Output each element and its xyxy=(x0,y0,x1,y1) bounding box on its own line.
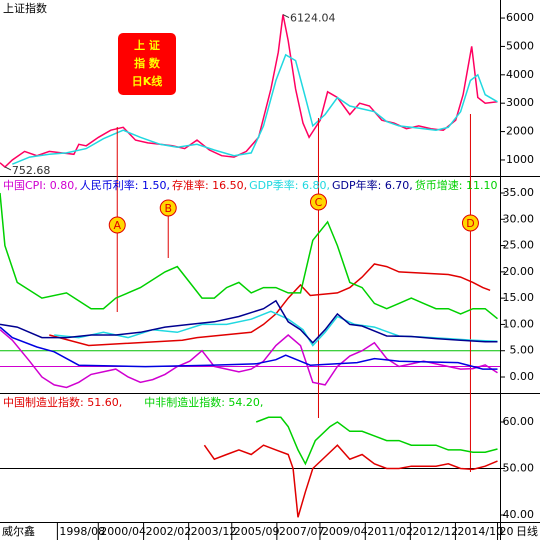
legend-entry: 人民币利率: 1.50, xyxy=(80,178,170,192)
x-tick-label: 2000/04 xyxy=(100,525,146,538)
chart-title: 上证指数 xyxy=(3,1,47,15)
y-tick-label: 6000 xyxy=(506,11,534,24)
legend-entry: GDP季率: 6.80, xyxy=(249,178,330,192)
x-tick-label: 2005/09 xyxy=(234,525,280,538)
x-tick-label: 2014/10 xyxy=(457,525,503,538)
y-tick-label: 10.00 xyxy=(503,317,535,330)
y-tick-label: 0.00 xyxy=(510,370,535,383)
y-tick-label: 5.00 xyxy=(510,344,535,357)
x-tick-label: 2012/12 xyxy=(412,525,458,538)
badge-text: 日K线 xyxy=(132,74,163,88)
series-line xyxy=(0,14,498,169)
y-tick-label: 2000 xyxy=(506,125,534,138)
y-tick-label: 1000 xyxy=(506,153,534,166)
legend: 中国制造业指数: 51.60, 中非制造业指数: 54.20, xyxy=(3,395,263,409)
series-line xyxy=(203,444,498,518)
legend-entry: 中国CPI: 0.80, xyxy=(3,179,78,192)
marker-label: C xyxy=(315,196,323,209)
y-tick-label: 30.00 xyxy=(503,212,535,225)
legend-entry: 中国制造业指数: 51.60, xyxy=(3,395,122,409)
legend-entry: GDP年率: 6.70, xyxy=(332,178,413,192)
x-tick-label: 20 xyxy=(500,525,514,538)
legend-entry: 中非制造业指数: 54.20, xyxy=(144,395,263,409)
y-tick-label: 5000 xyxy=(506,39,534,52)
marker-label: A xyxy=(113,219,121,232)
y-tick-label: 15.00 xyxy=(503,291,535,304)
marker-circle xyxy=(159,199,177,217)
annotation-leader xyxy=(282,14,290,18)
footer-right: 日线 xyxy=(516,524,538,538)
x-tick-label: 2003/12 xyxy=(191,525,237,538)
y-tick-label: 4000 xyxy=(506,68,534,81)
marker-label: D xyxy=(466,217,474,230)
marker-circle xyxy=(309,193,327,211)
x-tick-label: 2011/02 xyxy=(367,525,413,538)
x-tick-label: 2002/02 xyxy=(146,525,192,538)
x-tick-label: 2009/04 xyxy=(322,525,368,538)
y-tick-label: 35.00 xyxy=(503,186,535,199)
series-line xyxy=(255,416,498,466)
x-tick-label: 1998/08 xyxy=(59,525,105,538)
annotation-label: 752.68 xyxy=(12,164,51,177)
series-line xyxy=(0,329,498,389)
legend-entry: 存准率: 16.50, xyxy=(172,178,247,192)
marker-circle xyxy=(461,214,479,232)
y-tick-label: 50.00 xyxy=(503,462,535,475)
y-tick-label: 40.00 xyxy=(503,508,535,521)
badge-box xyxy=(118,33,176,95)
x-tick-label: 2007/07 xyxy=(279,525,325,538)
series-line xyxy=(12,53,498,165)
badge-text: 指 数 xyxy=(134,56,161,70)
series-line xyxy=(0,192,498,320)
y-tick-label: 20.00 xyxy=(503,265,535,278)
legend-entry: 货币增速: 11.10 xyxy=(415,178,498,192)
y-tick-label: 60.00 xyxy=(503,415,535,428)
series-line xyxy=(0,299,498,344)
annotation-leader xyxy=(4,166,12,171)
footer-left: 威尔鑫 xyxy=(2,524,35,538)
y-tick-label: 3000 xyxy=(506,96,534,109)
badge-text: 上 证 xyxy=(134,38,160,52)
y-tick-label: 25.00 xyxy=(503,239,535,252)
series-line xyxy=(49,263,491,347)
annotation-label: 6124.04 xyxy=(290,12,336,25)
marker-circle xyxy=(108,216,126,234)
marker-label: B xyxy=(164,202,172,215)
series-line xyxy=(0,326,498,370)
legend: 中国CPI: 0.80, 人民币利率: 1.50, 存准率: 16.50, GDP季率… xyxy=(3,178,498,192)
